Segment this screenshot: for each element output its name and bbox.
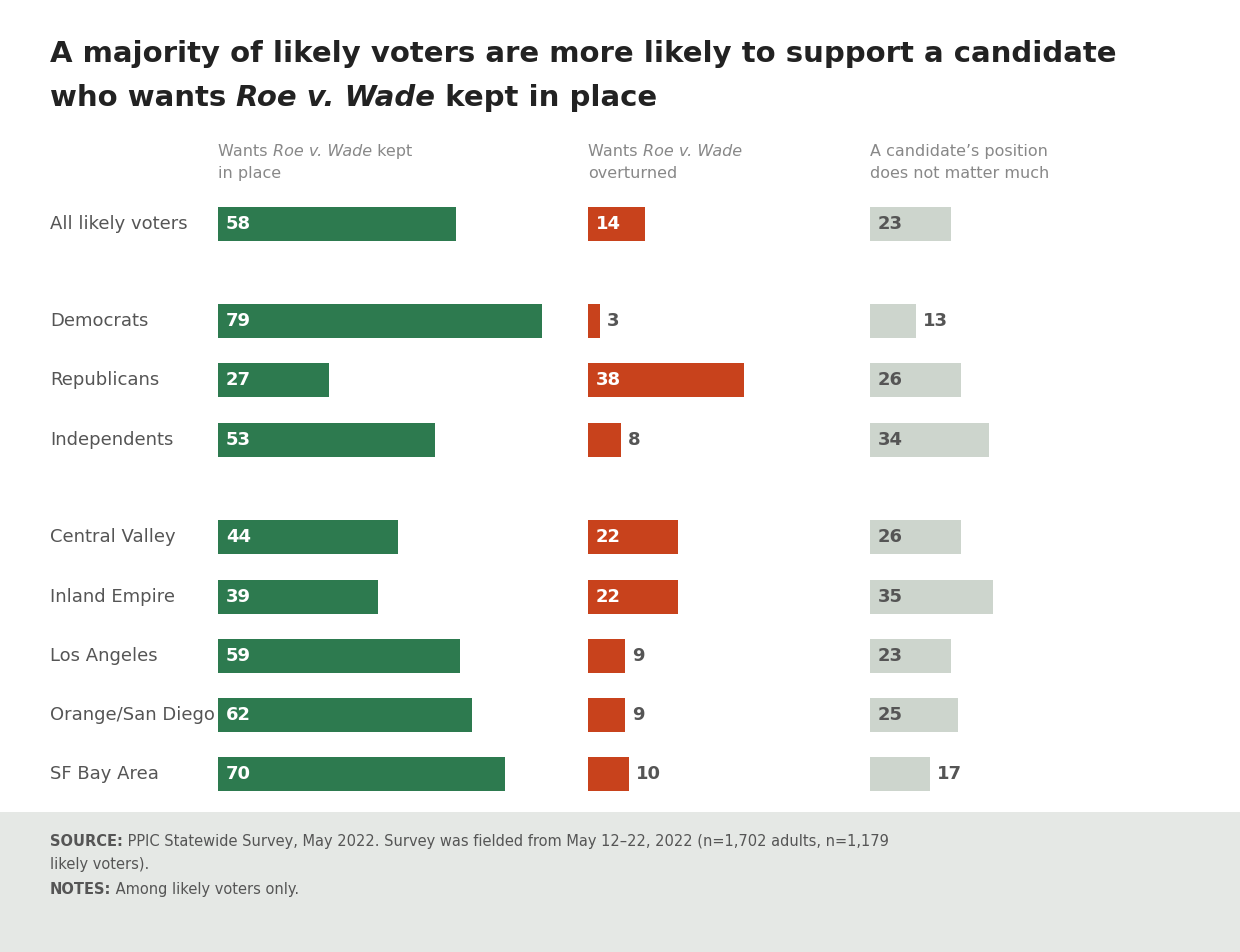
Text: Wants: Wants	[588, 144, 642, 159]
Text: 22: 22	[596, 528, 621, 546]
Text: 3: 3	[608, 312, 620, 330]
Bar	[870, 698, 957, 732]
Text: 39: 39	[226, 587, 250, 605]
Text: 26: 26	[878, 371, 903, 389]
Text: PPIC Statewide Survey, May 2022. Survey was fielded from May 12–22, 2022 (n=1,70: PPIC Statewide Survey, May 2022. Survey …	[123, 834, 889, 849]
Bar	[588, 580, 678, 613]
Bar	[218, 580, 378, 613]
Bar	[870, 304, 915, 338]
Text: 70: 70	[226, 765, 250, 783]
Bar	[870, 639, 951, 673]
Text: NOTES:: NOTES:	[50, 882, 112, 897]
Text: 10: 10	[636, 765, 661, 783]
Bar	[218, 364, 329, 397]
Bar	[588, 364, 744, 397]
Text: 14: 14	[596, 214, 621, 232]
Text: Republicans: Republicans	[50, 371, 159, 389]
Bar	[218, 207, 456, 241]
Text: 34: 34	[878, 430, 903, 448]
Text: 26: 26	[878, 528, 903, 546]
Text: Roe v. Wade: Roe v. Wade	[273, 144, 372, 159]
Text: Los Angeles: Los Angeles	[50, 646, 157, 664]
Text: SOURCE:: SOURCE:	[50, 834, 123, 849]
Bar	[588, 758, 629, 791]
Bar	[870, 758, 930, 791]
Bar	[870, 520, 961, 554]
Text: 22: 22	[596, 587, 621, 605]
Bar	[588, 423, 621, 457]
Text: Roe v. Wade: Roe v. Wade	[642, 144, 742, 159]
Text: Among likely voters only.: Among likely voters only.	[112, 882, 300, 897]
Bar	[588, 639, 625, 673]
Text: 53: 53	[226, 430, 250, 448]
Text: A majority of likely voters are more likely to support a candidate: A majority of likely voters are more lik…	[50, 40, 1116, 68]
Text: 27: 27	[226, 371, 250, 389]
Text: 8: 8	[627, 430, 640, 448]
Bar	[218, 698, 472, 732]
Text: Orange/San Diego: Orange/San Diego	[50, 706, 215, 724]
Text: 62: 62	[226, 706, 250, 724]
Bar	[870, 423, 990, 457]
Bar	[218, 758, 505, 791]
Bar	[870, 364, 961, 397]
Bar	[588, 698, 625, 732]
Text: Independents: Independents	[50, 430, 174, 448]
Text: A candidate’s position: A candidate’s position	[870, 144, 1048, 159]
Text: Central Valley: Central Valley	[50, 528, 176, 546]
Bar	[0, 812, 1240, 952]
Text: 9: 9	[632, 706, 645, 724]
Text: SF Bay Area: SF Bay Area	[50, 765, 159, 783]
Text: 35: 35	[878, 587, 903, 605]
Text: 58: 58	[226, 214, 252, 232]
Text: 23: 23	[878, 214, 903, 232]
Text: who wants: who wants	[50, 84, 237, 112]
Text: overturned: overturned	[588, 166, 677, 181]
Text: 17: 17	[936, 765, 961, 783]
Text: 13: 13	[923, 312, 947, 330]
Bar	[588, 520, 678, 554]
Bar	[870, 580, 992, 613]
Text: All likely voters: All likely voters	[50, 214, 187, 232]
Bar	[218, 520, 398, 554]
Text: likely voters).: likely voters).	[50, 857, 149, 872]
Text: Roe v. Wade: Roe v. Wade	[237, 84, 435, 112]
Text: 38: 38	[596, 371, 621, 389]
Text: 59: 59	[226, 646, 250, 664]
Bar	[218, 423, 435, 457]
Text: 9: 9	[632, 646, 645, 664]
Text: does not matter much: does not matter much	[870, 166, 1049, 181]
Bar	[218, 304, 542, 338]
Text: Wants: Wants	[218, 144, 273, 159]
Bar	[588, 207, 645, 241]
Text: 23: 23	[878, 646, 903, 664]
Text: kept in place: kept in place	[435, 84, 657, 112]
Bar	[870, 207, 951, 241]
Text: in place: in place	[218, 166, 281, 181]
Text: Inland Empire: Inland Empire	[50, 587, 175, 605]
Text: 25: 25	[878, 706, 903, 724]
Text: Democrats: Democrats	[50, 312, 149, 330]
Bar	[218, 639, 460, 673]
Text: 44: 44	[226, 528, 250, 546]
Text: 79: 79	[226, 312, 250, 330]
Bar	[588, 304, 600, 338]
Text: kept: kept	[372, 144, 412, 159]
